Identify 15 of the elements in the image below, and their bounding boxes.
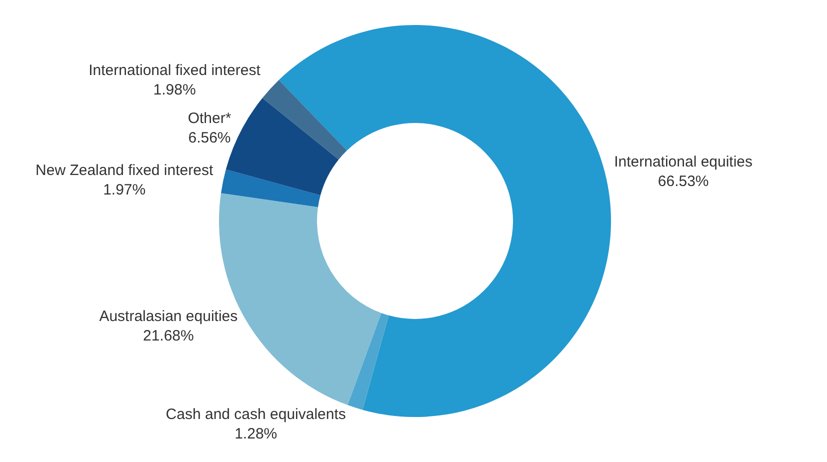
- slice-label: Other*: [188, 110, 232, 127]
- data-label: 6.56%: [188, 129, 231, 146]
- data-label: 1.98%: [153, 82, 196, 99]
- data-label: 1.97%: [103, 182, 146, 199]
- slice-label: Australasian equities: [99, 308, 238, 326]
- donut-slice: [348, 313, 389, 410]
- data-label: 66.53%: [658, 172, 709, 190]
- slice-label: International equities: [614, 153, 753, 170]
- data-label: 21.68%: [142, 328, 194, 345]
- slice-label: Cash and cash equivalents: [166, 406, 346, 423]
- data-label: 1.28%: [234, 425, 278, 442]
- slice-label: International fixed interest: [88, 62, 262, 80]
- donut-slice: [262, 80, 347, 160]
- donut-slice: [220, 169, 320, 208]
- slice-label: New Zealand fixed interest: [36, 162, 214, 180]
